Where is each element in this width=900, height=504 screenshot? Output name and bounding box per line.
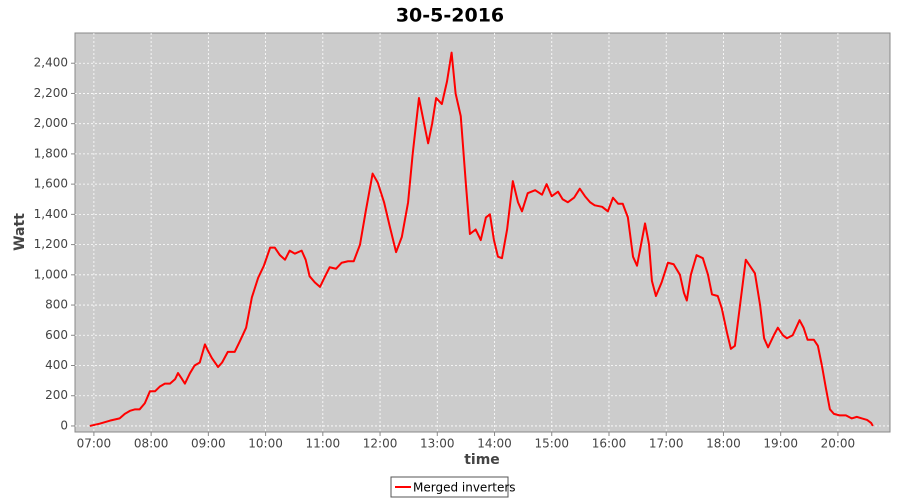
- legend: Merged inverters: [390, 476, 516, 498]
- x-tick-label: 09:00: [191, 437, 226, 451]
- x-tick-label: 15:00: [534, 437, 569, 451]
- y-tick-label: 1,800: [34, 146, 68, 160]
- x-tick-label: 16:00: [592, 437, 627, 451]
- legend-label: Merged inverters: [413, 481, 516, 495]
- legend-box: [390, 476, 509, 498]
- x-tick-label: 13:00: [420, 437, 455, 451]
- y-tick-label: 400: [45, 358, 68, 372]
- y-axis-label: Watt: [12, 213, 28, 251]
- x-tick-label: 10:00: [248, 437, 283, 451]
- x-tick-label: 12:00: [363, 437, 398, 451]
- chart-title: 30-5-2016: [396, 5, 504, 27]
- y-tick-label: 600: [45, 328, 68, 342]
- x-tick-label: 20:00: [821, 437, 856, 451]
- y-tick-label: 2,000: [34, 116, 68, 130]
- y-tick-label: 1,600: [34, 177, 68, 191]
- y-tick-label: 0: [60, 418, 68, 432]
- x-tick-label: 18:00: [706, 437, 741, 451]
- y-tick-label: 1,000: [34, 267, 68, 281]
- x-tick-label: 19:00: [763, 437, 798, 451]
- series-line: [89, 51, 874, 427]
- x-tick-label: 11:00: [306, 437, 341, 451]
- x-axis-label: time: [464, 452, 500, 468]
- x-tick-label: 07:00: [77, 437, 112, 451]
- x-tick-label: 08:00: [134, 437, 169, 451]
- y-tick-label: 2,200: [34, 86, 68, 100]
- y-tick-label: 200: [45, 388, 68, 402]
- y-tick-label: 800: [45, 298, 68, 312]
- x-tick-label: 17:00: [649, 437, 684, 451]
- y-tick-label: 1,200: [34, 237, 68, 251]
- y-tick-label: 2,400: [34, 56, 68, 70]
- x-tick-label: 14:00: [477, 437, 512, 451]
- y-tick-label: 1,400: [34, 207, 68, 221]
